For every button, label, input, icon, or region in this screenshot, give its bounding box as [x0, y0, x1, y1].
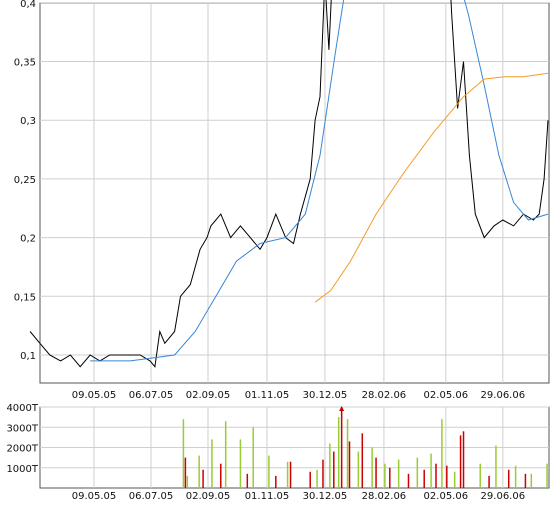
volume-bar-red	[459, 435, 462, 488]
volume-bar-green	[453, 471, 456, 488]
price-x-tick-label: 06.07.05	[129, 390, 174, 401]
volume-bar-green	[186, 475, 189, 488]
volume-y-tick-label: 4000T	[6, 403, 38, 414]
volume-x-tick-label: 28.02.06	[362, 491, 407, 502]
volume-bar-red	[333, 451, 335, 488]
volume-bar-green	[329, 443, 331, 488]
volume-bar-red	[348, 441, 351, 488]
volume-bar-green	[286, 461, 289, 488]
volume-bar-green	[357, 451, 360, 488]
volume-bar-red	[435, 463, 437, 488]
volume-bar-red	[340, 407, 343, 488]
volume-bar-green	[397, 459, 400, 488]
price-y-tick-label: 0,1	[20, 351, 36, 362]
volume-bar-red	[220, 463, 222, 488]
volume-bar-green	[495, 445, 497, 488]
volume-bar-green	[252, 427, 254, 488]
volume-x-tick-label: 09.05.05	[72, 491, 117, 502]
volume-bar-red	[524, 473, 527, 488]
volume-bar-green	[346, 419, 349, 488]
volume-bar-green	[239, 439, 242, 488]
volume-bar-red	[361, 433, 364, 488]
volume-y-tick-label: 1000T	[6, 464, 38, 475]
volume-bar-green	[224, 421, 227, 488]
volume-bar-green	[268, 455, 270, 488]
volume-bar-red	[275, 475, 277, 488]
volume-bar-red	[407, 473, 410, 488]
price-y-tick-label: 0,25	[14, 175, 36, 186]
volume-bar-green	[530, 473, 533, 488]
volume-bar-green	[546, 463, 548, 488]
volume-x-tick-label: 02.09.05	[186, 491, 231, 502]
price-x-tick-label: 28.02.06	[362, 390, 407, 401]
price-plot-frame	[39, 2, 550, 384]
price-line	[29, 0, 549, 368]
volume-x-tick-label: 29.06.06	[481, 491, 526, 502]
volume-bar-green	[337, 417, 340, 488]
volume-bar-green	[211, 439, 213, 488]
volume-bar-green	[416, 457, 419, 488]
volume-bar-red	[423, 469, 425, 488]
price-y-tick-label: 0,4	[20, 0, 36, 10]
volume-y-tick-label: 2000T	[6, 444, 38, 455]
volume-bar-red	[389, 467, 391, 488]
volume-bar-red	[202, 469, 204, 488]
price-x-tick-label: 02.05.06	[424, 390, 469, 401]
moving-average-long-line	[314, 72, 549, 303]
volume-bar-red	[184, 457, 187, 488]
volume-overflow-arrow	[339, 406, 345, 411]
volume-x-tick-label: 02.05.06	[424, 491, 469, 502]
price-y-tick-label: 0,3	[20, 116, 36, 127]
volume-y-tick-label: 3000T	[6, 423, 38, 434]
volume-bar-red	[289, 461, 292, 488]
volume-bar-green	[430, 453, 432, 488]
volume-bar-red	[507, 469, 510, 488]
volume-x-tick-label: 01.11.05	[245, 491, 290, 502]
volume-bar-red	[246, 473, 249, 488]
volume-bar-red	[375, 457, 377, 488]
volume-bar-red	[462, 431, 465, 488]
volume-bar-green	[316, 469, 318, 488]
volume-bar-green	[441, 419, 443, 488]
volume-bar-red	[446, 465, 448, 488]
volume-bar-green	[198, 455, 200, 488]
volume-bar-red	[488, 475, 490, 488]
volume-bar-green	[479, 463, 481, 488]
volume-x-tick-label: 06.07.05	[129, 491, 174, 502]
price-x-tick-label: 30.12.05	[303, 390, 348, 401]
price-x-tick-label: 09.05.05	[72, 390, 117, 401]
price-y-tick-label: 0,35	[14, 58, 36, 69]
price-x-tick-label: 01.11.05	[245, 390, 290, 401]
moving-average-short-line	[90, 0, 549, 362]
price-x-tick-label: 29.06.06	[481, 390, 526, 401]
volume-bar-green	[514, 465, 517, 488]
volume-x-tick-label: 30.12.05	[303, 491, 348, 502]
volume-bar-green	[182, 419, 185, 488]
volume-bar-red	[309, 471, 311, 488]
price-y-tick-label: 0,2	[20, 234, 36, 245]
price-y-tick-label: 0,15	[14, 292, 36, 303]
volume-bar-red	[322, 459, 324, 488]
volume-bar-green	[371, 447, 373, 488]
price-x-tick-label: 02.09.05	[186, 390, 231, 401]
volume-bar-green	[384, 463, 386, 488]
